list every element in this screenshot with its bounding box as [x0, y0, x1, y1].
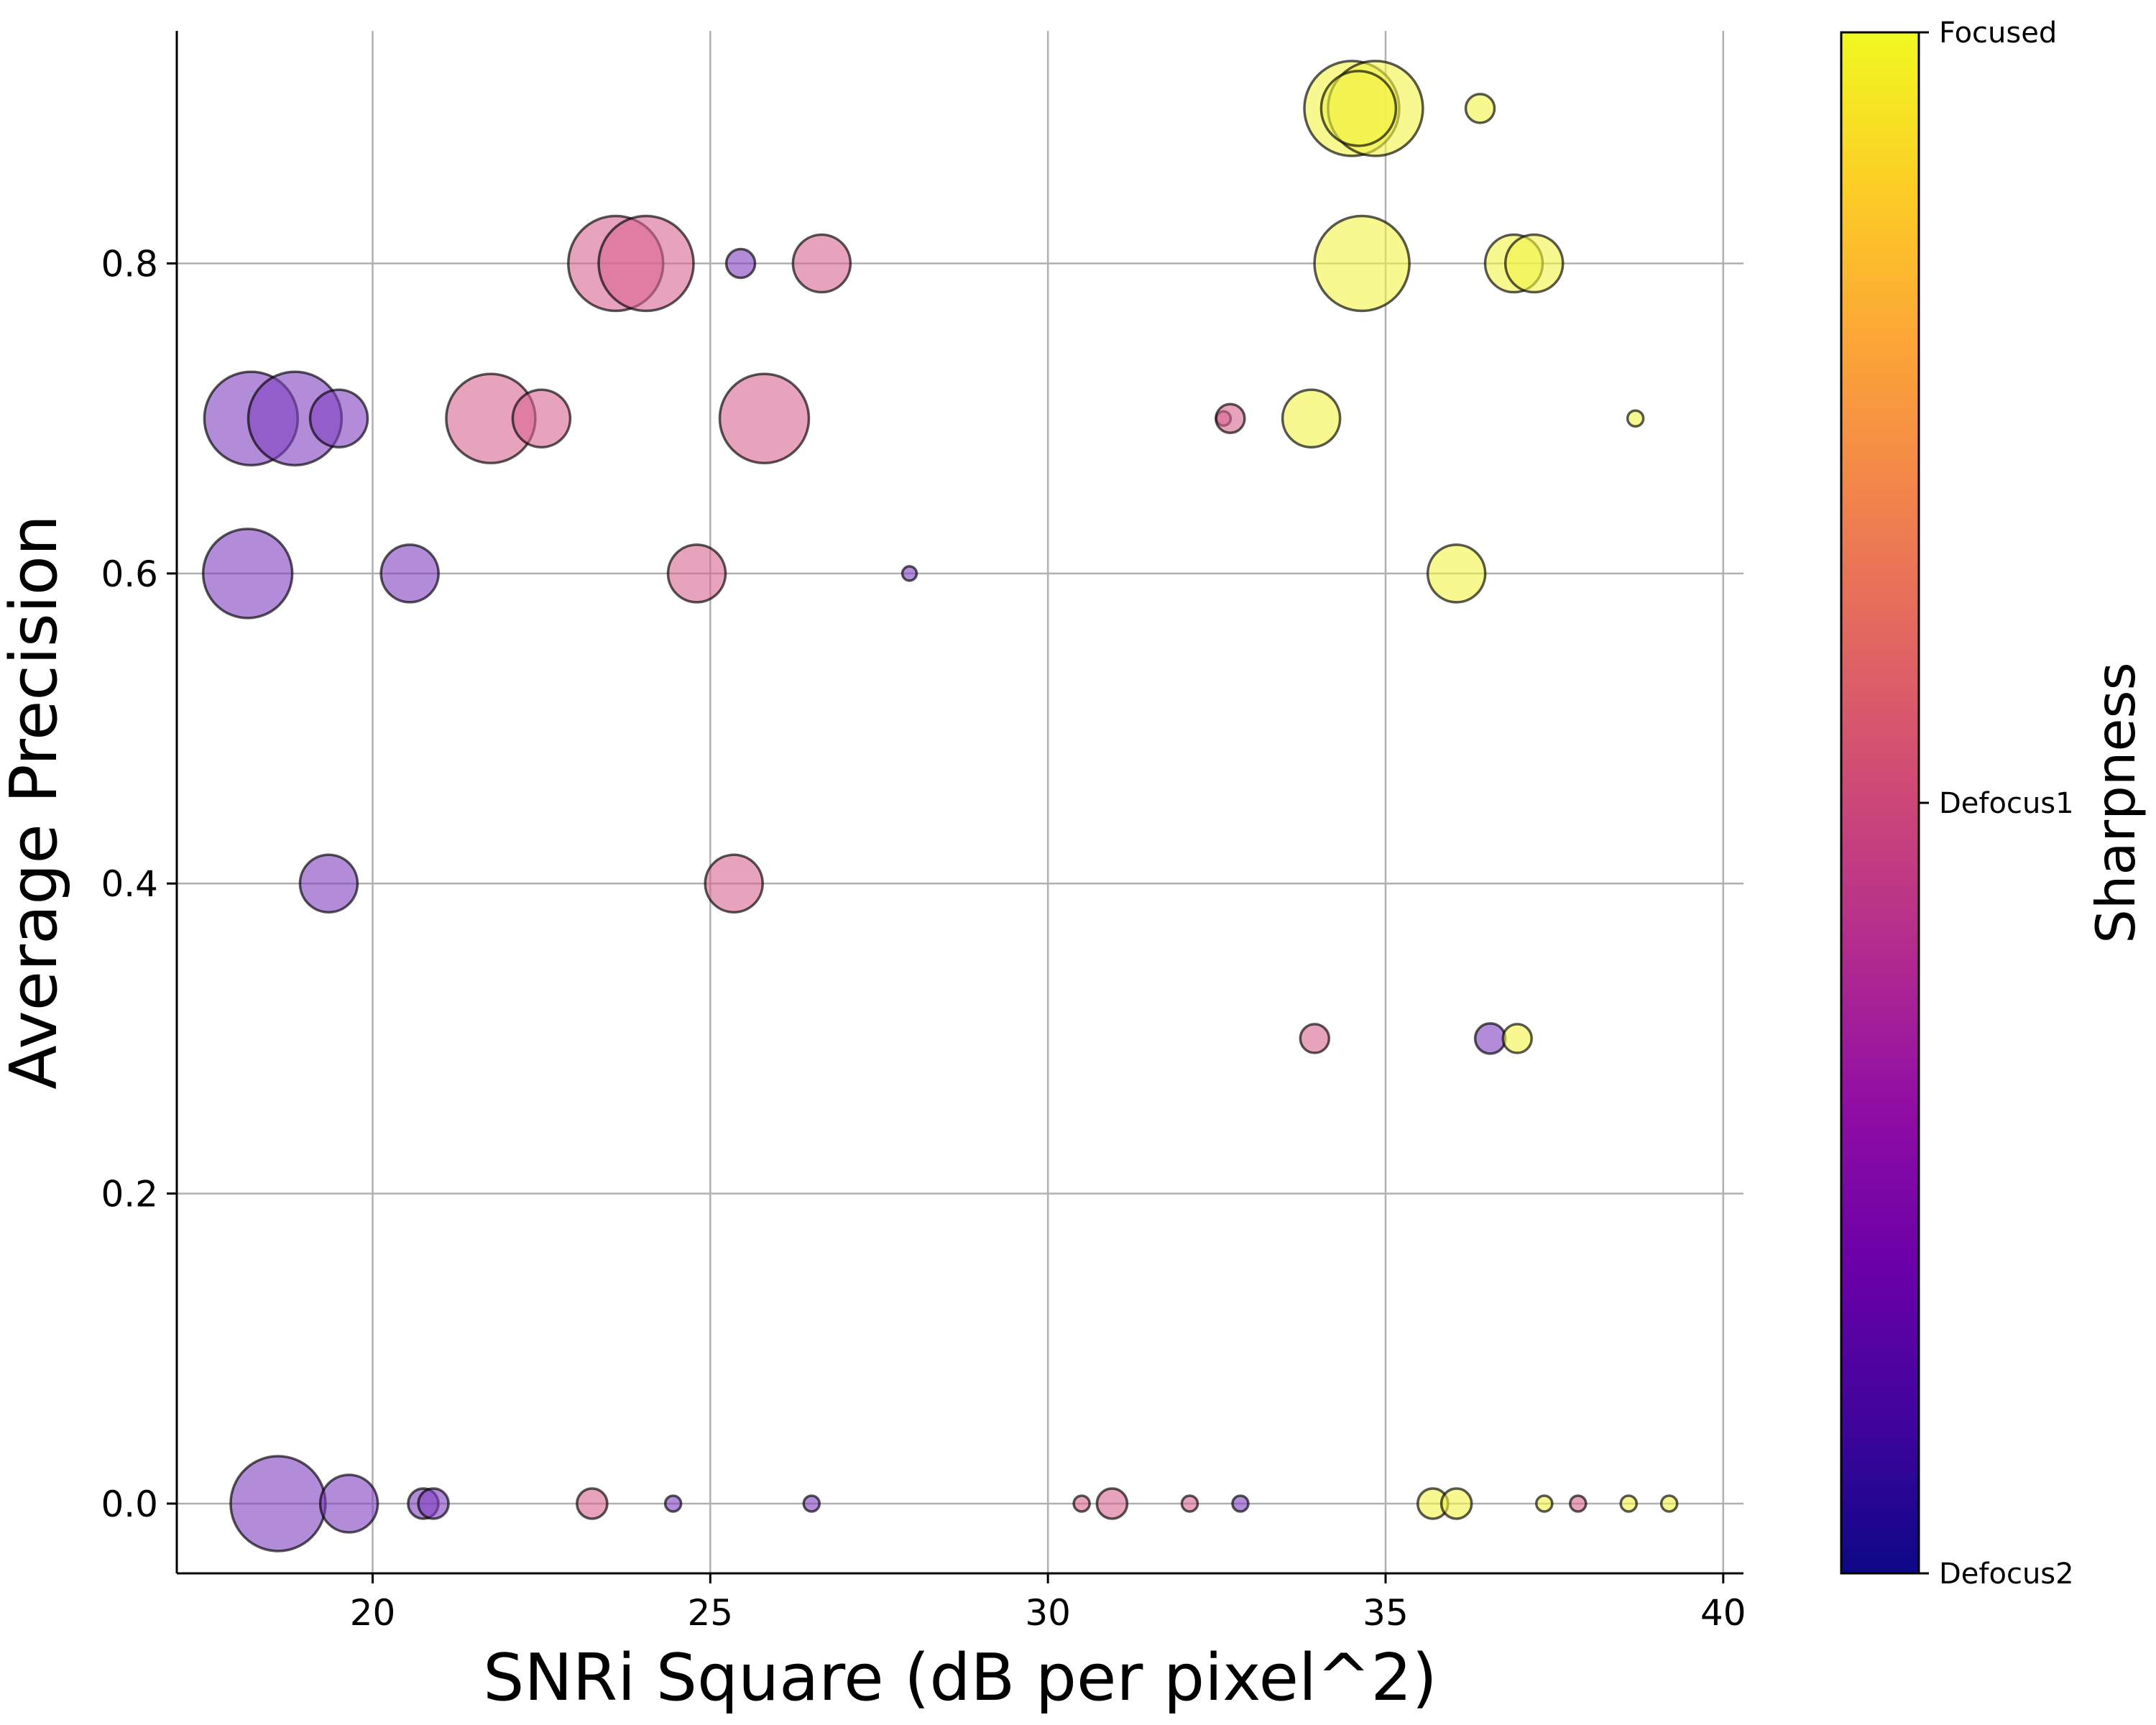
y-tick-label: 0.4: [101, 863, 158, 905]
colorbar-ticks: Defocus2 Defocus1 Focused: [1919, 17, 2074, 1591]
data-point-defocus1: [1095, 1487, 1129, 1520]
data-point-defocus2: [900, 565, 918, 582]
data-point-focused: [1501, 1023, 1533, 1054]
x-tick-label: 35: [1363, 1592, 1409, 1634]
colorbar-tick-label: Defocus1: [1939, 787, 2074, 820]
data-point-defocus1: [511, 388, 572, 448]
series-defocus2: [201, 247, 1507, 1552]
data-point-defocus2: [1231, 1494, 1250, 1513]
y-ticks: 0.0 0.2 0.4 0.6 0.8: [101, 244, 177, 1525]
x-ticks: 20 25 30 35 40: [350, 1573, 1746, 1634]
data-point-defocus2: [379, 543, 440, 604]
data-point-focused: [1659, 1494, 1679, 1513]
colorbar-tick-label: Focused: [1939, 17, 2057, 50]
data-point-defocus1: [576, 1487, 609, 1520]
x-tick-label: 30: [1025, 1592, 1071, 1634]
data-point-defocus1: [1299, 1023, 1331, 1054]
data-point-defocus1: [666, 543, 727, 604]
data-point-defocus2: [201, 528, 294, 620]
data-points: [201, 60, 1679, 1552]
x-tick-label: 40: [1700, 1592, 1746, 1634]
data-point-defocus2: [802, 1494, 821, 1513]
data-point-defocus1: [597, 214, 695, 313]
data-point-defocus2: [663, 1494, 683, 1513]
data-point-focused: [1464, 93, 1496, 124]
data-point-focused: [1535, 1494, 1554, 1513]
y-tick-label: 0.2: [101, 1174, 158, 1215]
series-focused: [1281, 60, 1679, 1520]
data-point-focused: [1619, 1494, 1639, 1513]
y-tick-label: 0.6: [101, 553, 158, 595]
data-point-defocus2: [318, 1473, 379, 1534]
y-axis-title: Average Precision: [0, 515, 72, 1090]
data-point-focused: [1426, 543, 1487, 604]
data-point-defocus1: [1215, 402, 1246, 434]
data-point-focused: [1281, 388, 1342, 448]
data-point-defocus1: [718, 372, 811, 464]
axes: [175, 31, 1743, 1575]
y-tick-label: 0.0: [101, 1484, 158, 1525]
data-point-defocus2: [417, 1487, 450, 1520]
colorbar-title: Sharpness: [2084, 662, 2147, 943]
x-tick-label: 25: [688, 1592, 734, 1634]
data-point-focused: [1503, 233, 1565, 294]
colorbar: Defocus2 Defocus1 Focused Sharpness: [1840, 17, 2147, 1591]
colorbar-tick-label: Defocus2: [1939, 1558, 2074, 1591]
data-point-defocus1: [791, 233, 852, 294]
data-point-defocus2: [229, 1455, 327, 1552]
x-tick-label: 20: [350, 1592, 396, 1634]
data-point-defocus1: [1569, 1494, 1588, 1513]
data-point-defocus1: [704, 853, 764, 914]
y-tick-label: 0.8: [101, 244, 158, 285]
colorbar-bar: [1840, 31, 1920, 1575]
x-axis-title: SNRi Square (dB per pixel^2): [483, 1640, 1437, 1716]
data-point-focused: [1439, 1487, 1473, 1520]
data-point-defocus1: [1072, 1494, 1091, 1513]
data-point-defocus2: [298, 853, 359, 914]
data-point-focused: [1319, 70, 1398, 147]
data-point-defocus1: [1180, 1494, 1199, 1513]
data-point-defocus2: [724, 247, 757, 280]
data-point-focused: [1313, 214, 1411, 313]
data-point-defocus2: [1473, 1022, 1507, 1055]
data-point-focused: [1626, 409, 1645, 428]
data-point-defocus2: [308, 388, 369, 448]
series-defocus1: [445, 214, 1588, 1520]
